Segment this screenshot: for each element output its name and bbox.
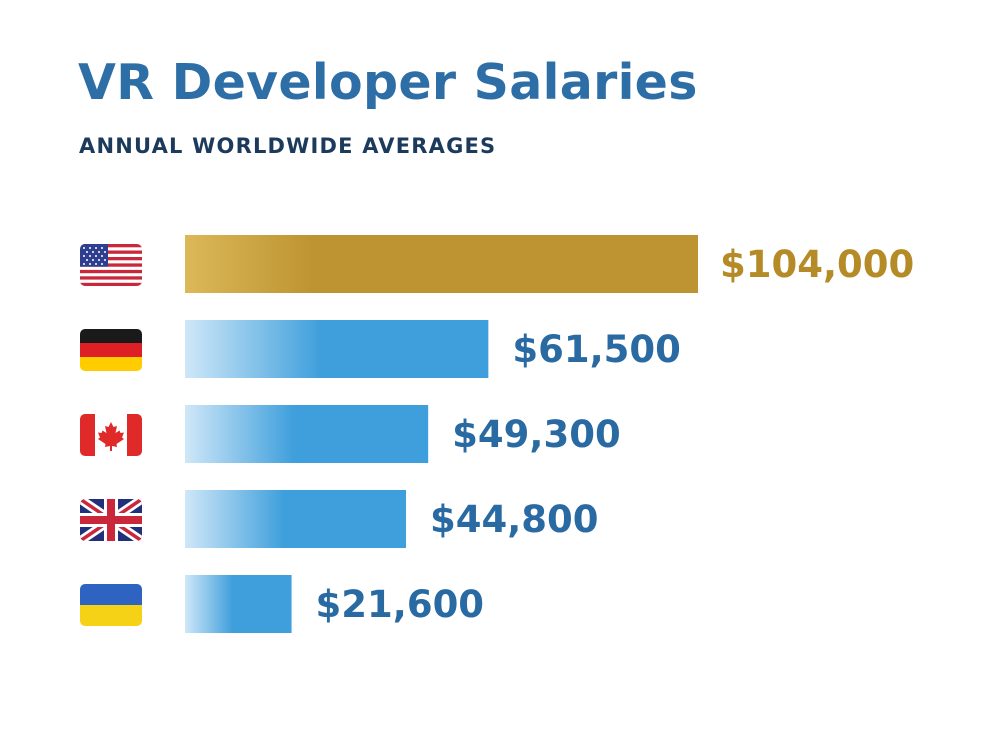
canada-flag-icon	[80, 414, 142, 456]
germany-flag-icon	[80, 329, 142, 371]
value-label-us-flag: $104,000	[720, 243, 914, 286]
value-label-canada-flag: $49,300	[452, 413, 621, 456]
uk-flag-icon	[80, 499, 142, 541]
bar-canada-flag	[185, 405, 429, 463]
bar-ukraine-flag	[185, 575, 292, 633]
value-label-uk-flag: $44,800	[430, 498, 599, 541]
bar-uk-flag	[185, 490, 406, 548]
value-label-germany-flag: $61,500	[512, 328, 681, 371]
chart-subtitle: ANNUAL WORLDWIDE AVERAGES	[79, 134, 497, 158]
chart-title: VR Developer Salaries	[78, 54, 698, 111]
us-flag-icon	[80, 244, 142, 286]
ukraine-flag-icon	[80, 584, 142, 626]
bar-us-flag	[185, 235, 698, 293]
bars-group: $104,000 $61,500 $49,300 $44,800 $21,600	[185, 235, 914, 633]
value-label-ukraine-flag: $21,600	[316, 583, 485, 626]
bar-germany-flag	[185, 320, 489, 378]
